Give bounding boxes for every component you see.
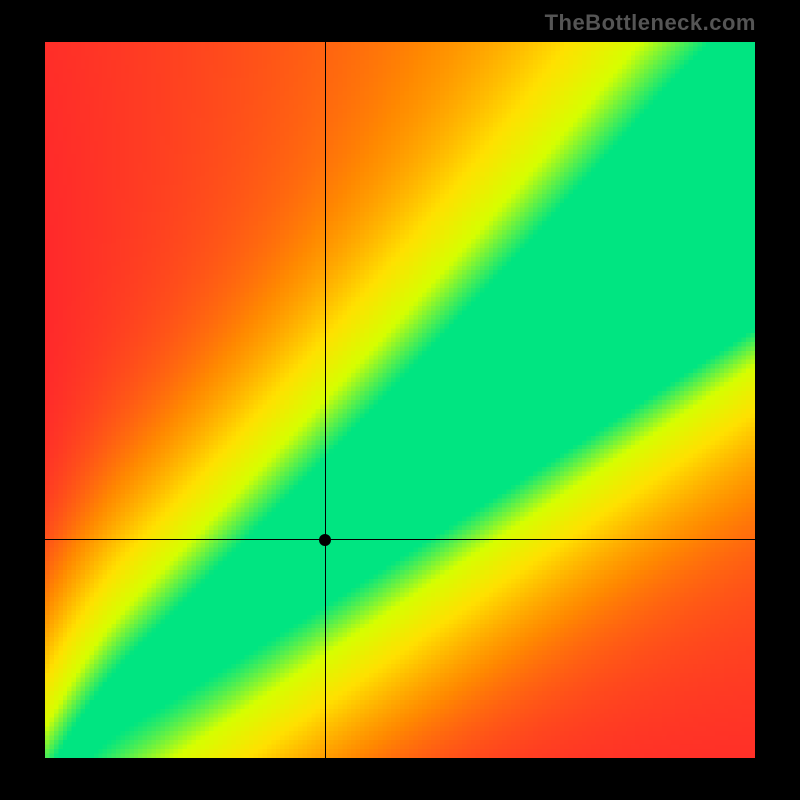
data-point-marker — [319, 534, 331, 546]
heatmap-canvas — [45, 42, 755, 758]
watermark-text: TheBottleneck.com — [545, 10, 756, 36]
crosshair-vertical — [325, 42, 326, 758]
chart-frame: TheBottleneck.com — [0, 0, 800, 800]
crosshair-horizontal — [45, 539, 755, 540]
